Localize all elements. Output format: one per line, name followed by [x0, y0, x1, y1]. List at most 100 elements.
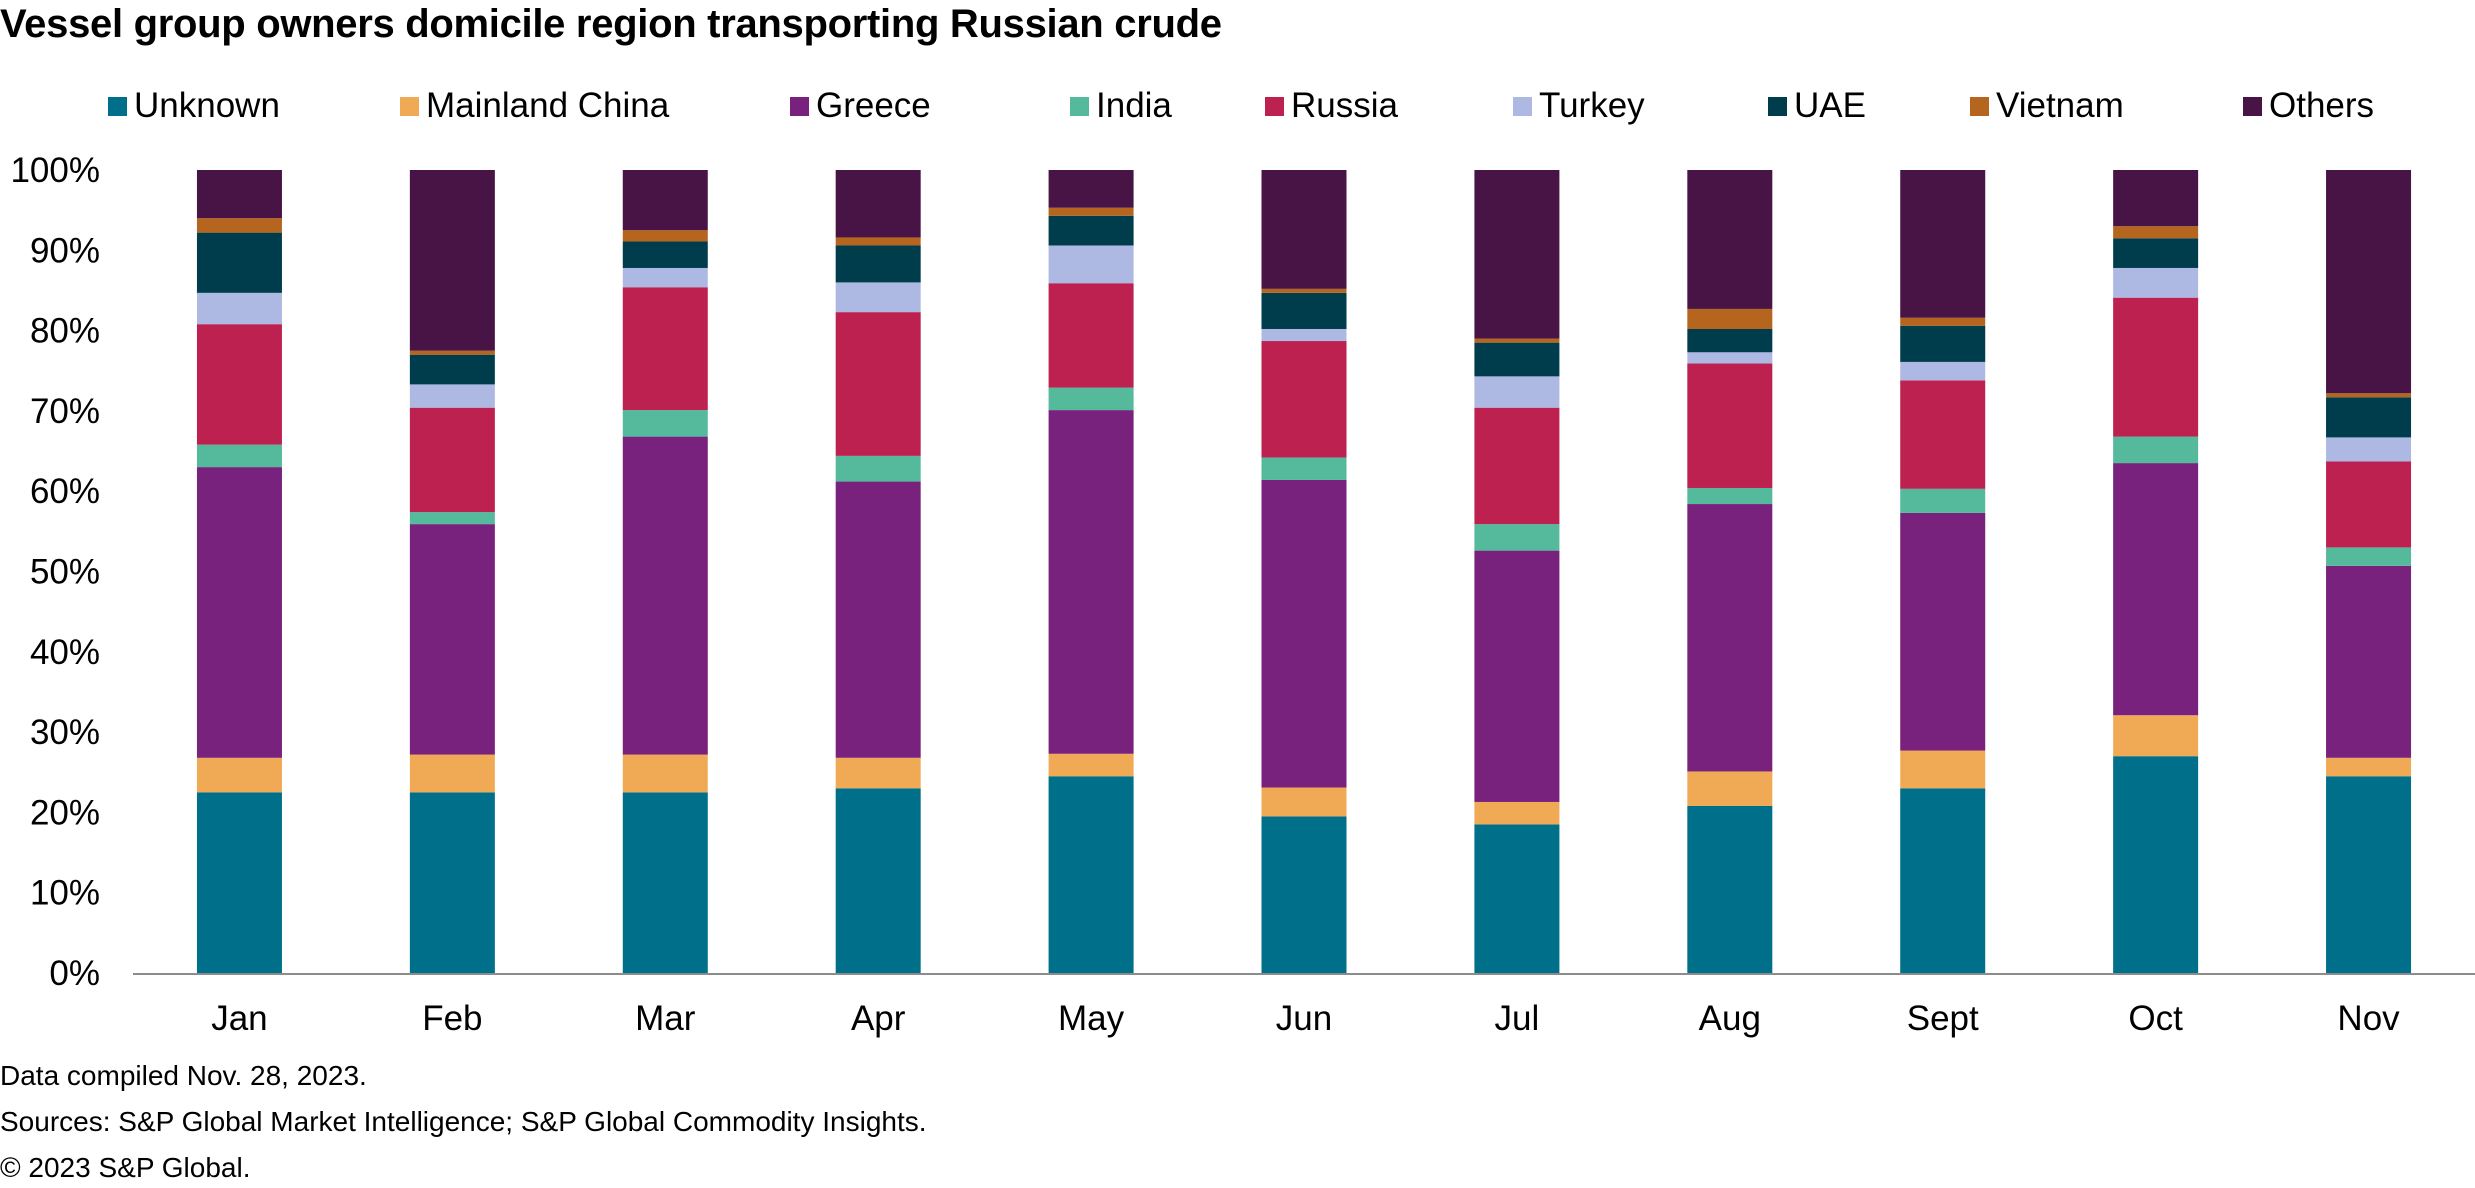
- bar-segment-turkey-oct: [2113, 267, 2199, 298]
- bar-group-aug: [1687, 170, 1773, 973]
- bar-segment-russia-aug: [1687, 363, 1773, 488]
- bar-segment-others-feb: [409, 170, 495, 351]
- footnote-date: Data compiled Nov. 28, 2023.: [0, 1060, 367, 1091]
- bar-segment-unknown-mar: [622, 792, 708, 973]
- legend-item-unknown: Unknown: [108, 86, 280, 126]
- bar-segment-unknown-jul: [1474, 824, 1560, 973]
- bar-segment-india-mar: [622, 410, 708, 437]
- x-tick-label-apr: Apr: [851, 999, 906, 1038]
- legend-item-vietnam: Vietnam: [1970, 86, 2124, 126]
- legend-swatch-russia: [1265, 96, 1284, 116]
- bar-segment-india-jan: [196, 444, 282, 468]
- bar-segment-greece-nov: [2326, 565, 2412, 758]
- legend-label-others: Others: [2269, 86, 2375, 125]
- bar-group-nov: [2326, 170, 2412, 973]
- x-tick-label-mar: Mar: [635, 999, 696, 1038]
- bar-segment-uae-aug: [1687, 328, 1773, 353]
- bar-segment-vietnam-may: [1048, 207, 1134, 216]
- legend-item-greece: Greece: [790, 86, 931, 126]
- bar-segment-others-jan: [196, 170, 282, 219]
- bar-group-jan: [196, 170, 282, 973]
- chart-title: Vessel group owners domicile region tran…: [0, 2, 1222, 46]
- bar-segment-india-sept: [1900, 488, 1986, 513]
- x-tick-label-feb: Feb: [422, 999, 482, 1038]
- bar-segment-others-apr: [835, 170, 921, 238]
- bar-segment-greece-jul: [1474, 550, 1560, 802]
- bar-segment-uae-may: [1048, 215, 1134, 246]
- bar-segment-vietnam-mar: [622, 230, 708, 242]
- legend-label-mainland-china: Mainland China: [426, 86, 670, 125]
- bar-segment-unknown-jan: [196, 792, 282, 973]
- legend-item-russia: Russia: [1265, 86, 1398, 126]
- bar-segment-russia-oct: [2113, 297, 2199, 437]
- x-tick-label-jun: Jun: [1276, 999, 1332, 1038]
- y-tick-label: 20%: [30, 793, 100, 832]
- y-tick-label: 90%: [30, 231, 100, 270]
- legend-label-vietnam: Vietnam: [1996, 86, 2124, 125]
- bar-segment-uae-oct: [2113, 238, 2199, 268]
- y-tick-label: 50%: [30, 553, 100, 592]
- y-tick-label: 100%: [10, 151, 100, 190]
- y-tick-label: 60%: [30, 472, 100, 511]
- x-tick-label-nov: Nov: [2337, 999, 2400, 1038]
- x-tick-label-sept: Sept: [1907, 999, 1979, 1038]
- footnote-copyright: © 2023 S&P Global.: [0, 1152, 251, 1183]
- legend-swatch-india: [1070, 96, 1089, 116]
- bar-segment-russia-jul: [1474, 407, 1560, 525]
- bar-group-apr: [835, 170, 921, 973]
- legend-item-india: India: [1070, 86, 1172, 126]
- bar-segment-russia-sept: [1900, 380, 1986, 489]
- bar-segment-russia-mar: [622, 287, 708, 411]
- bar-segment-others-oct: [2113, 170, 2199, 227]
- bar-segment-turkey-sept: [1900, 361, 1986, 381]
- bar-segment-russia-feb: [409, 407, 495, 513]
- bar-group-feb: [409, 170, 495, 973]
- chart-plot: 0% 10% 20% 30% 40% 50% 60% 70% 80% 90% 100% Jan Feb M…: [10, 151, 2475, 1038]
- bar-segment-india-jun: [1261, 457, 1347, 480]
- bar-segment-greece-apr: [835, 481, 921, 758]
- bar-group-may: [1048, 170, 1134, 973]
- legend-label-greece: Greece: [816, 86, 931, 125]
- bar-segment-uae-apr: [835, 245, 921, 283]
- bar-segment-uae-jul: [1474, 342, 1560, 377]
- bar-group-oct: [2113, 170, 2199, 973]
- bar-segment-greece-oct: [2113, 463, 2199, 716]
- legend-swatch-mainland-china: [400, 96, 419, 116]
- legend-item-uae: UAE: [1768, 86, 1866, 126]
- legend-swatch-greece: [790, 96, 809, 116]
- bar-segment-turkey-apr: [835, 282, 921, 313]
- bar-segment-greece-may: [1048, 410, 1134, 754]
- x-tick-label-oct: Oct: [2128, 999, 2183, 1038]
- bar-segment-unknown-sept: [1900, 788, 1986, 973]
- bar-group-jul: [1474, 170, 1560, 973]
- x-tick-label-jan: Jan: [211, 999, 267, 1038]
- bar-segment-greece-jun: [1261, 479, 1347, 788]
- legend-label-russia: Russia: [1291, 86, 1398, 125]
- bar-segment-mainland-china-aug: [1687, 771, 1773, 806]
- bar-segment-unknown-oct: [2113, 756, 2199, 973]
- bar-segment-mainland-china-sept: [1900, 750, 1986, 789]
- bar-segment-turkey-jan: [196, 292, 282, 325]
- bar-segment-unknown-jun: [1261, 816, 1347, 973]
- bar-segment-india-oct: [2113, 436, 2199, 464]
- bar-segment-uae-nov: [2326, 397, 2412, 438]
- y-tick-label: 30%: [30, 713, 100, 752]
- y-tick-label: 70%: [30, 392, 100, 431]
- bar-segment-unknown-nov: [2326, 776, 2412, 973]
- bar-segment-mainland-china-may: [1048, 753, 1134, 777]
- bar-segment-greece-mar: [622, 436, 708, 755]
- bar-segment-india-feb: [409, 512, 495, 525]
- bar-group-mar: [622, 170, 708, 973]
- legend-label-unknown: Unknown: [134, 86, 280, 125]
- bar-segment-uae-feb: [409, 354, 495, 385]
- bar-segment-others-sept: [1900, 170, 1986, 318]
- bar-segment-turkey-jun: [1261, 328, 1347, 342]
- x-tick-label-may: May: [1058, 999, 1125, 1038]
- legend-swatch-turkey: [1513, 96, 1532, 116]
- bar-segment-vietnam-apr: [835, 237, 921, 246]
- bar-segment-vietnam-nov: [2326, 393, 2412, 398]
- bar-segment-russia-jun: [1261, 341, 1347, 458]
- bar-segment-uae-mar: [622, 241, 708, 268]
- bar-segment-india-nov: [2326, 547, 2412, 566]
- bar-segment-others-jul: [1474, 170, 1560, 339]
